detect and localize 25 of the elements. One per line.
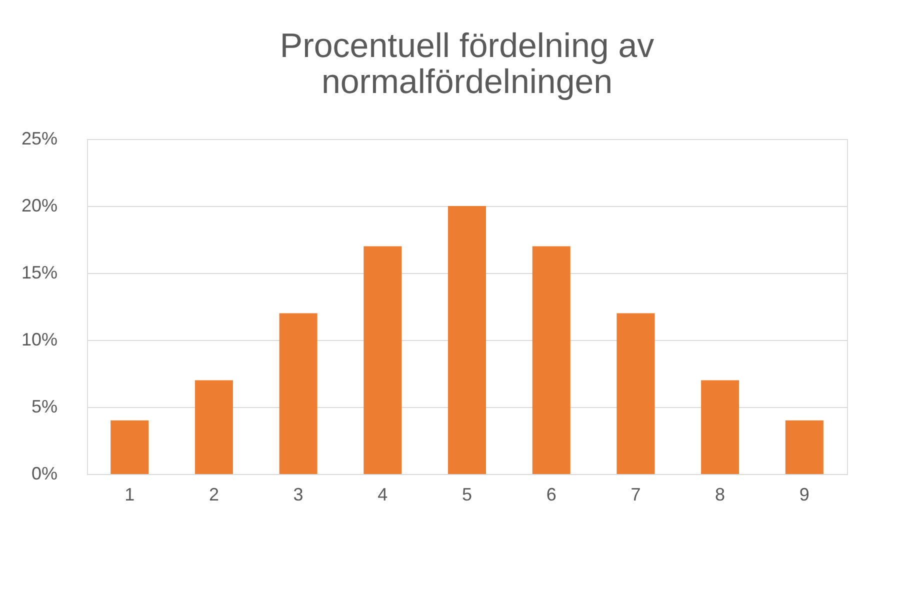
x-tick-label: 6 — [546, 484, 556, 504]
chart-title: Procentuell fördelning av normalfördelningen — [280, 27, 654, 101]
y-tick-label: 5% — [31, 396, 58, 416]
x-tick-label: 7 — [630, 484, 641, 504]
x-tick-label: 1 — [124, 484, 135, 504]
x-tick-label: 9 — [799, 484, 810, 504]
y-tick-label: 25% — [21, 128, 58, 148]
bar — [194, 380, 233, 474]
bar — [448, 206, 486, 474]
y-tick-label: 10% — [21, 330, 58, 350]
y-tick-label: 20% — [21, 196, 58, 216]
x-tick-label: 2 — [208, 484, 219, 504]
x-tick-label: 4 — [378, 484, 388, 504]
y-tick-label: 15% — [21, 262, 58, 282]
bar — [532, 246, 570, 474]
x-tick-label: 8 — [715, 484, 726, 504]
bar — [364, 246, 402, 474]
x-tick-label: 5 — [462, 484, 472, 504]
y-tick-label: 0% — [31, 464, 58, 484]
bar — [785, 420, 824, 474]
bar — [110, 420, 149, 474]
bar — [701, 380, 740, 474]
bar — [616, 313, 655, 474]
x-tick-label: 3 — [293, 484, 304, 504]
bar — [279, 313, 318, 474]
